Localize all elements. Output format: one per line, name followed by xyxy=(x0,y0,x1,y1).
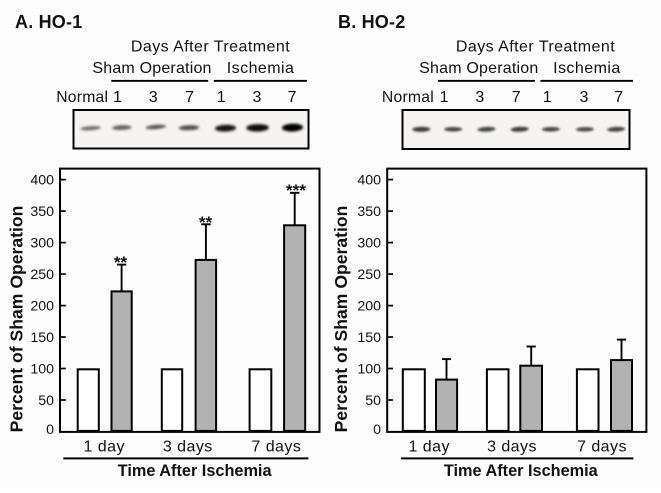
svg-text:1: 1 xyxy=(217,89,226,106)
svg-text:300: 300 xyxy=(30,236,54,252)
svg-text:150: 150 xyxy=(357,330,381,346)
svg-text:3: 3 xyxy=(475,89,484,106)
svg-text:7 days: 7 days xyxy=(577,439,627,456)
svg-text:250: 250 xyxy=(30,267,54,283)
svg-text:350: 350 xyxy=(30,204,54,220)
svg-text:**: ** xyxy=(114,253,128,272)
svg-text:1: 1 xyxy=(543,89,552,106)
svg-text:3: 3 xyxy=(149,89,158,106)
svg-text:250: 250 xyxy=(357,267,381,283)
svg-text:7 days: 7 days xyxy=(251,439,301,456)
svg-text:Ischemia: Ischemia xyxy=(227,60,295,77)
svg-text:350: 350 xyxy=(357,204,381,220)
svg-text:Days After Treatment: Days After Treatment xyxy=(456,39,615,56)
svg-text:0: 0 xyxy=(46,422,54,438)
svg-text:50: 50 xyxy=(38,393,54,409)
svg-text:400: 400 xyxy=(30,173,54,189)
svg-text:200: 200 xyxy=(30,299,54,315)
svg-text:B. HO-2: B. HO-2 xyxy=(338,12,405,32)
svg-text:3: 3 xyxy=(580,89,589,106)
svg-text:A. HO-1: A. HO-1 xyxy=(15,12,82,32)
svg-text:Sham Operation: Sham Operation xyxy=(419,60,538,77)
svg-text:200: 200 xyxy=(357,299,381,315)
svg-text:7: 7 xyxy=(185,89,194,106)
svg-text:Days After Treatment: Days After Treatment xyxy=(131,39,290,56)
svg-text:Normal: Normal xyxy=(382,89,434,106)
svg-text:Percent of Sham Operation: Percent of Sham Operation xyxy=(331,206,351,433)
svg-text:3 days: 3 days xyxy=(487,439,537,456)
svg-text:Time After Ischemia: Time After Ischemia xyxy=(444,462,599,480)
svg-text:1: 1 xyxy=(113,89,122,106)
svg-text:100: 100 xyxy=(357,362,381,378)
svg-text:**: ** xyxy=(199,213,213,232)
svg-text:3: 3 xyxy=(252,89,261,106)
svg-text:300: 300 xyxy=(357,236,381,252)
svg-text:400: 400 xyxy=(357,173,381,189)
svg-text:Sham Operation: Sham Operation xyxy=(92,60,211,77)
svg-text:***: *** xyxy=(286,181,306,200)
svg-text:50: 50 xyxy=(365,393,381,409)
svg-text:0: 0 xyxy=(373,422,381,438)
svg-text:1: 1 xyxy=(440,89,449,106)
svg-text:150: 150 xyxy=(30,330,54,346)
svg-text:Percent of Sham Operation: Percent of Sham Operation xyxy=(6,206,26,433)
svg-text:100: 100 xyxy=(30,362,54,378)
svg-text:Normal: Normal xyxy=(56,89,108,106)
svg-text:3 days: 3 days xyxy=(163,439,213,456)
svg-text:Ischemia: Ischemia xyxy=(553,60,621,77)
svg-text:7: 7 xyxy=(288,89,297,106)
svg-text:1 day: 1 day xyxy=(409,439,450,456)
svg-text:7: 7 xyxy=(614,89,623,106)
svg-text:1 day: 1 day xyxy=(84,439,125,456)
svg-text:7: 7 xyxy=(512,89,521,106)
svg-text:Time After Ischemia: Time After Ischemia xyxy=(118,462,273,480)
